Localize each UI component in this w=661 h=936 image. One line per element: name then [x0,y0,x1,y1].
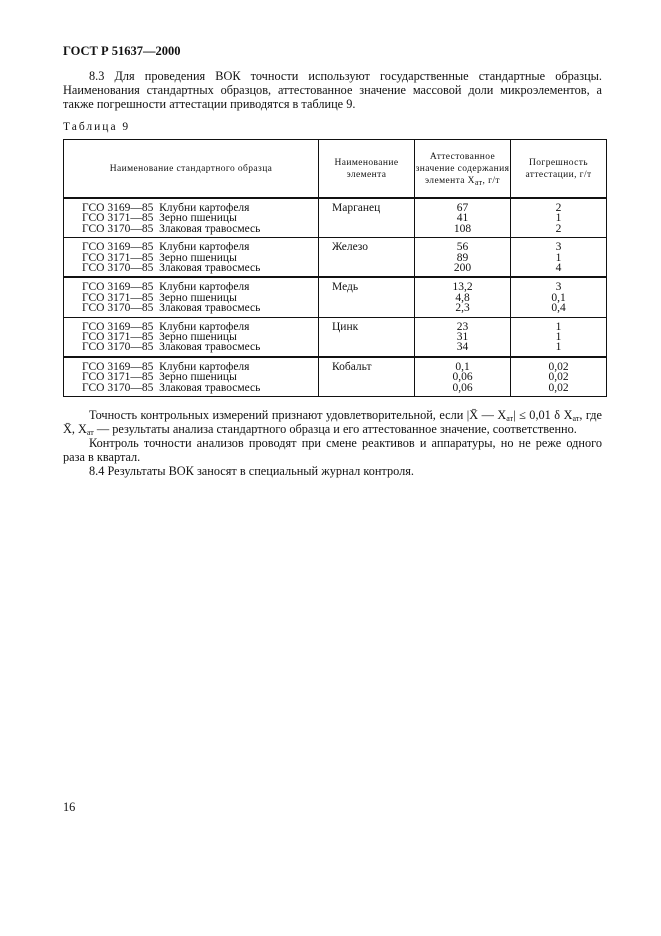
table-9: Наименование стандартного образца Наимен… [63,139,607,398]
cell-line: Железо [332,241,369,254]
cell-line: 2 [555,202,562,214]
cell-line: 56 [456,241,469,254]
cell-line: ГСО 3171—85 Зерно пшеницы [82,331,237,344]
table-row-group: ГСО 3169—85 Клубни картофеля ГСО 3171—85 … [63,198,607,239]
cell-line: 0,02 [548,360,569,373]
cell-line: ГСО 3169—85 Клубни картофеля [82,320,250,333]
cell-line: ГСО 3170—85 Злаковая травосмесь [82,262,261,275]
element-cell: Железо [318,237,415,279]
element-cell: Марганец [318,198,415,239]
sample-cell: ГСО 3169—85 Клубни картофеля ГСО 3171—85 … [63,317,319,358]
cell-line: 0,02 [548,381,569,394]
paragraph-8-4: 8.4 Результаты ВОК заносят в специальный… [89,464,414,479]
value-cell: 56 89 200 [414,237,511,279]
cell-line: Кобальт [332,360,372,373]
element-cell: Цинк [318,317,415,358]
element-cell: Кобальт [318,356,415,398]
value-cell: 23 31 34 [414,317,511,358]
header-sample: Наименование стандартного образца [63,139,319,199]
cell-line: ГСО 3171—85 Зерно пшеницы [82,212,237,225]
cell-line: ГСО 3169—85 Клубни картофеля [82,360,250,373]
page-number: 16 [63,800,76,814]
cell-line: 200 [453,262,472,275]
value-cell: 67 41 108 [414,198,511,239]
cell-line: ГСО 3169—85 Клубни картофеля [82,281,250,294]
cell-line: 67 [456,202,469,214]
header-element: Наименование элемента [318,139,415,199]
header-value: Аттестованное значение содержания элемен… [414,139,511,199]
sample-cell: ГСО 3169—85 Клубни картофеля ГСО 3171—85 … [63,198,319,239]
cell-line: ГСО 3171—85 Зерно пшеницы [82,371,237,384]
cell-line: 2,3 [455,302,470,315]
table-row-group: ГСО 3169—85 Клубни картофеля ГСО 3171—85 … [63,356,607,398]
document-header: ГОСТ Р 51637—2000 [63,44,181,58]
cell-line: ГСО 3170—85 Злаковая травосмесь [82,381,261,394]
cell-line: 108 [453,222,472,235]
cell-line: ГСО 3169—85 Клубни картофеля [82,202,250,214]
cell-line: 0,06 [452,371,473,384]
table-row-group: ГСО 3169—85 Клубни картофеля ГСО 3171—85 … [63,237,607,279]
sample-cell: ГСО 3169—85 Клубни картофеля ГСО 3171—85 … [63,277,319,318]
cell-line: 0,1 [455,360,470,373]
table-caption: Таблица 9 [63,121,131,133]
cell-line: 13,2 [452,281,473,294]
cell-line: Медь [332,281,359,294]
cell-line: ГСО 3169—85 Клубни картофеля [82,241,250,254]
cell-line: ГСО 3171—85 Зерно пшеницы [82,251,237,264]
header-error: Погрешность аттестации, г/т [510,139,607,199]
cell-line: Марганец [332,202,381,214]
document-body: 8.3 Для проведения ВОК точности использу… [63,69,607,479]
paragraph-8-3: 8.3 Для проведения ВОК точности использу… [63,69,602,111]
cell-line: 3 [555,281,562,294]
error-cell: 0,02 0,02 0,02 [510,356,607,398]
cell-line: 1 [555,212,562,225]
cell-line: 1 [555,251,562,264]
value-cell: 0,1 0,06 0,06 [414,356,511,398]
cell-line: 4,8 [455,291,470,304]
sample-cell: ГСО 3169—85 Клубни картофеля ГСО 3171—85 … [63,356,319,398]
cell-line: 1 [555,320,562,333]
cell-line: 4 [555,262,562,275]
cell-line: 31 [456,331,469,344]
table-row-group: ГСО 3169—85 Клубни картофеля ГСО 3171—85 … [63,317,607,358]
cell-line: 0,1 [551,291,566,304]
cell-line: ГСО 3171—85 Зерно пшеницы [82,291,237,304]
cell-line: 1 [555,331,562,344]
paragraph-accuracy: Точность контрольных измерений признают … [63,408,603,438]
table-row-group: ГСО 3169—85 Клубни картофеля ГСО 3171—85 … [63,277,607,318]
cell-line: Цинк [332,320,359,333]
cell-line: 1 [555,341,562,354]
cell-line: ГСО 3170—85 Злаковая травосмесь [82,222,261,235]
element-cell: Медь [318,277,415,318]
value-cell: 13,2 4,8 2,3 [414,277,511,318]
cell-line: 34 [456,341,469,354]
cell-line: 2 [555,222,562,235]
sample-cell: ГСО 3169—85 Клубни картофеля ГСО 3171—85 … [63,237,319,279]
cell-line: ГСО 3170—85 Злаковая травосмесь [82,302,261,315]
error-cell: 3 0,1 0,4 [510,277,607,318]
cell-line: 0,06 [452,381,473,394]
cell-line: 0,02 [548,371,569,384]
cell-line: 89 [456,251,469,264]
cell-line: 0,4 [551,302,566,315]
cell-line: 3 [555,241,562,254]
cell-line: ГСО 3170—85 Злаковая травосмесь [82,341,261,354]
cell-line: 23 [456,320,469,333]
paragraph-control: Контроль точности анализов проводят при … [63,436,602,465]
cell-line: 41 [456,212,469,225]
